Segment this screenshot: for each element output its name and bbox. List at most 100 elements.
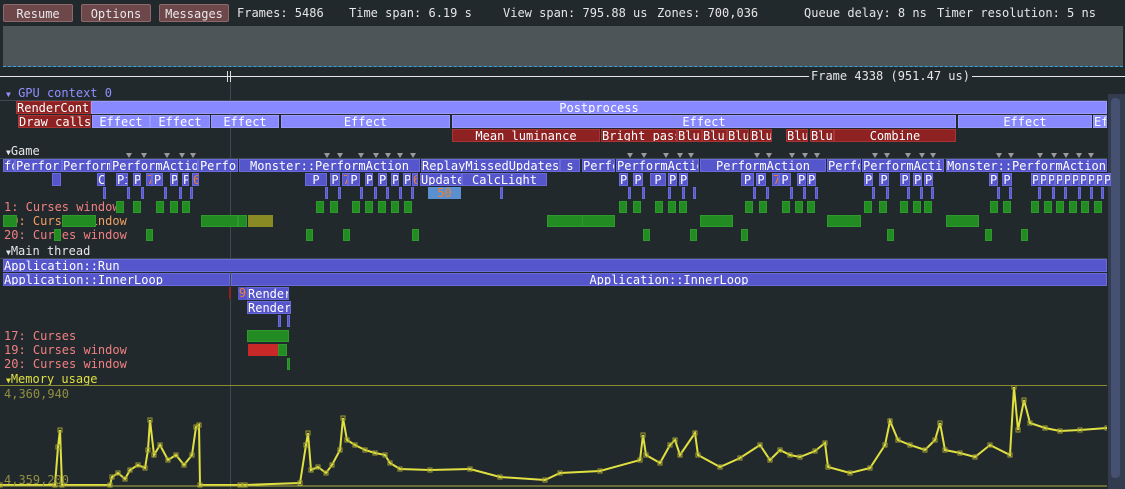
game-zone[interactable]: PerformActior [111,159,198,172]
lock-zone[interactable] [864,201,872,213]
lock-zone[interactable] [238,215,247,227]
gpu-zone-effect[interactable]: Effect [452,115,956,128]
lock-zone[interactable] [352,201,360,213]
game-zone[interactable]: fo [3,159,15,172]
game-zone-small[interactable] [338,187,341,199]
lock-zone[interactable] [1056,201,1064,213]
game-zone[interactable]: P [133,173,141,186]
message-marker-icon[interactable] [627,153,633,158]
message-marker-icon[interactable] [905,153,911,158]
gpu-zone-postprocess[interactable]: Postprocess [91,101,1107,114]
main-zone-run[interactable]: Application::Run [3,259,1107,272]
lock-zone[interactable] [412,229,419,241]
game-zone-small[interactable] [141,187,144,199]
lock-zone[interactable] [116,201,124,213]
lock-zone[interactable] [365,201,373,213]
message-marker-icon[interactable] [179,153,185,158]
lock-zone[interactable] [54,229,61,241]
message-marker-icon[interactable] [1051,153,1057,158]
lock-zone[interactable] [547,215,587,227]
gpu-zone-draw-calls[interactable]: Draw calls [18,115,91,128]
message-marker-icon[interactable] [1037,153,1043,158]
game-zone-small[interactable] [920,187,923,199]
lock-zone[interactable] [201,215,238,227]
game-zone-small[interactable] [886,187,889,199]
game-zone[interactable]: 7 [772,173,779,186]
gpu-zone-pass[interactable]: Bright pass [601,129,677,142]
game-zone[interactable]: P [1071,173,1079,186]
game-zone[interactable]: P [650,173,666,186]
gpu-zone-pass[interactable]: Blur [702,129,727,142]
game-zone[interactable]: Perfc [827,159,861,172]
lock-zone[interactable] [287,358,290,370]
game-zone[interactable]: Update [420,173,462,186]
message-marker-icon[interactable] [641,153,647,158]
main-zone-inner-loop[interactable]: Application::InnerLoop [3,273,230,286]
game-zone-small[interactable] [642,187,645,199]
lock-zone[interactable] [582,215,615,227]
lock-zone[interactable] [887,229,894,241]
lock-zone[interactable] [782,201,790,213]
resume-button[interactable]: Resume [3,4,73,22]
game-zone[interactable]: P [913,173,922,186]
game-zone-small[interactable] [907,187,910,199]
lock-zone[interactable] [741,229,748,241]
game-zone[interactable]: 7 [146,173,152,186]
message-marker-icon[interactable] [410,153,416,158]
game-zone-small[interactable] [500,187,503,199]
message-marker-icon[interactable] [397,153,403,158]
lock-zone[interactable] [1044,201,1052,213]
game-zone[interactable]: PerformActio [616,159,699,172]
lock-zone[interactable] [404,201,412,213]
game-zone[interactable]: 7 [342,173,348,186]
lock-zone[interactable] [316,201,324,213]
game-zone[interactable]: P [989,173,998,186]
game-zone[interactable]: P [668,173,677,186]
game-zone-small[interactable] [1009,187,1012,199]
lock-zone[interactable] [3,215,17,227]
game-zone[interactable]: Monster::PerformAction [239,159,420,172]
lock-zone[interactable] [924,201,932,213]
message-marker-icon[interactable] [385,153,391,158]
main-zone-inner-loop[interactable]: Application::InnerLoop [231,273,1107,286]
game-zone[interactable]: P [330,173,340,186]
lock-zone[interactable] [146,229,153,241]
message-marker-icon[interactable] [884,153,890,158]
game-zone[interactable]: P [305,173,327,186]
game-zone-small[interactable] [360,187,363,199]
lock-zone[interactable] [330,201,338,213]
frame-overview-graph[interactable] [3,26,1123,67]
lock-zone[interactable] [946,215,979,227]
gpu-zone-effect[interactable]: Effect [150,115,210,128]
game-zone[interactable]: P [1039,173,1047,186]
main-thread-header[interactable]: ▼Main thread [6,244,90,260]
game-zone[interactable]: P [779,173,791,186]
game-zone[interactable]: Pi [116,173,128,186]
main-zone-render[interactable]: Render [247,301,291,314]
game-zone-small[interactable] [325,187,328,199]
message-marker-icon[interactable] [766,153,772,158]
game-zone-small[interactable] [386,187,389,199]
game-zone[interactable]: P [1079,173,1087,186]
lock-zone[interactable] [827,215,861,227]
gpu-zone-pass[interactable]: Combine [834,129,956,142]
game-zone[interactable]: P [864,173,873,186]
message-marker-icon[interactable] [814,153,820,158]
main-zone-marker[interactable] [229,287,231,299]
scrollbar-thumb[interactable] [1111,98,1120,478]
gpu-zone-pass[interactable]: Blur [677,129,702,142]
message-marker-icon[interactable] [141,153,147,158]
lock-zone[interactable] [807,201,815,213]
message-marker-icon[interactable] [190,153,196,158]
game-zone-small[interactable] [668,187,671,199]
game-zone-small[interactable] [1052,187,1055,199]
game-zone-small[interactable] [179,187,182,199]
game-zone[interactable]: P [1002,173,1012,186]
lock-zone[interactable] [655,201,663,213]
lock-zone[interactable] [343,229,350,241]
lock-zone-contended[interactable] [248,215,273,227]
game-thread-header[interactable]: ▼Game [6,144,40,160]
game-zone[interactable]: 6 [412,173,418,186]
game-zone[interactable]: P [348,173,360,186]
lock-zone[interactable] [378,201,386,213]
